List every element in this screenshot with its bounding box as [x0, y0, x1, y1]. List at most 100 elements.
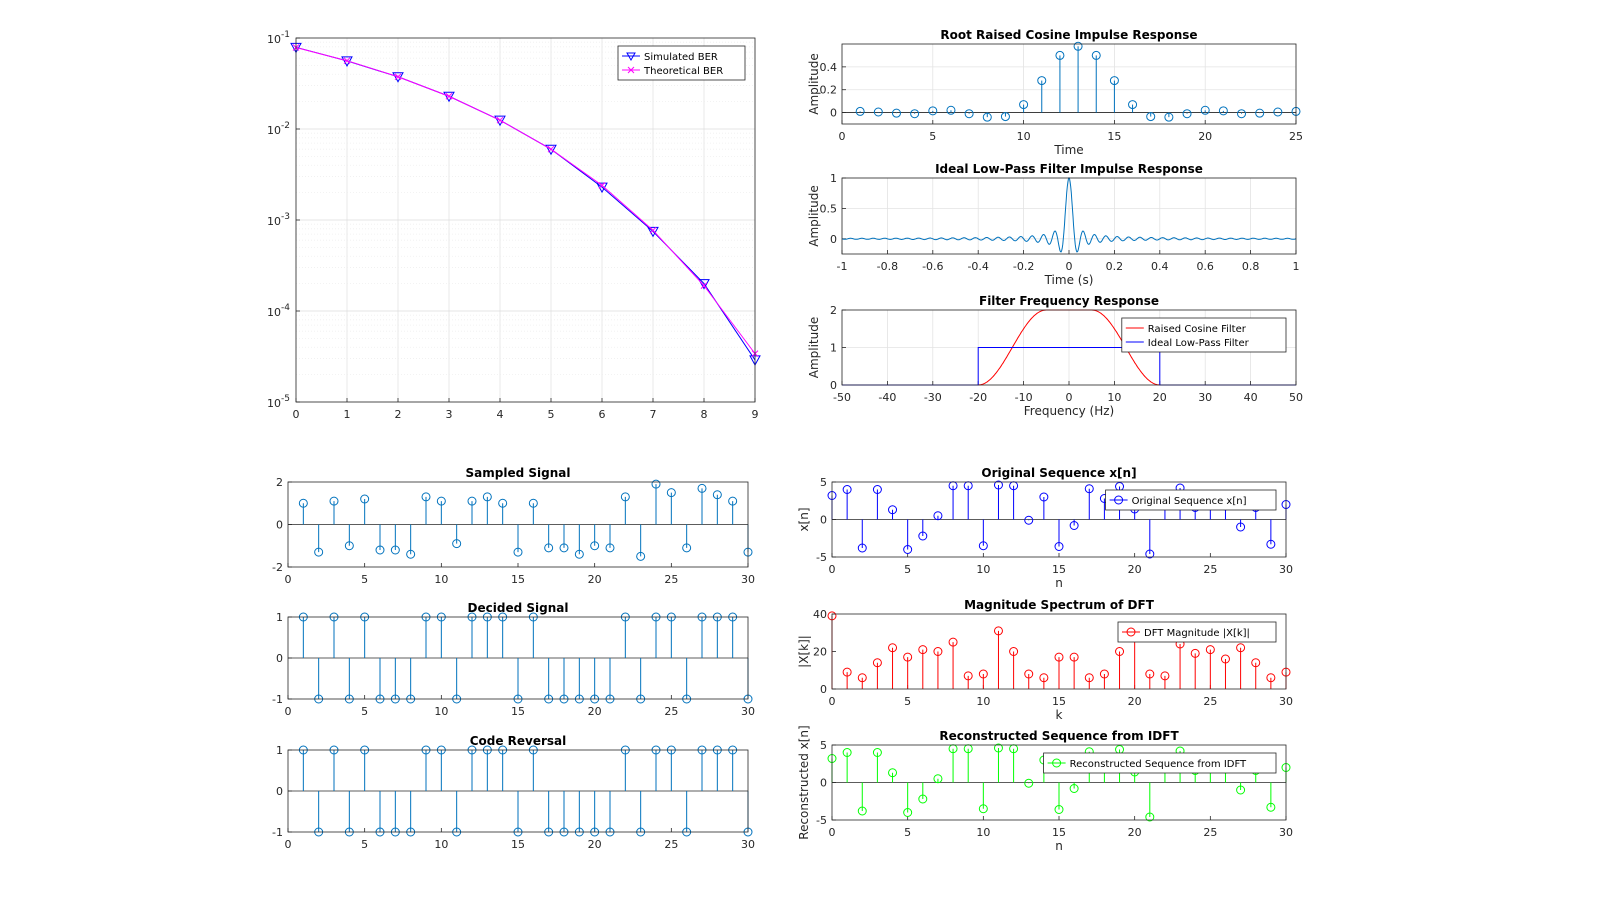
chart-ber: 0 1 2 3 4 5 6 7 8 9 10-5 10-4 10-3 10-2 10-1 Simulated … [267, 30, 761, 421]
y-axis-label: Reconstructed x[n] [797, 725, 811, 839]
x-tick-label: 0 [285, 573, 292, 586]
x-tick-label: 15 [1052, 695, 1066, 708]
y-axis-label: Amplitude [807, 53, 821, 115]
y-tick-label: 0.4 [820, 61, 838, 74]
y-tick-label: -1 [272, 693, 283, 706]
chart-title: Reconstructed Sequence from IDFT [939, 729, 1179, 743]
y-tick-label: 0 [276, 519, 283, 532]
chart-title: Code Reversal [470, 734, 567, 748]
stem-marker [1054, 542, 1064, 551]
chart-dft: 0 5 10 15 20 25 30 0 20 40 DFT Magnitude |X[k]| Mag… [797, 598, 1293, 722]
y-tick-label: 2 [276, 476, 283, 489]
stem-marker [1128, 100, 1138, 110]
x-tick-label: 10 [434, 573, 448, 586]
stem-marker [559, 543, 569, 553]
stem-marker [1218, 106, 1228, 116]
x-tick-label: 0 [829, 826, 836, 839]
stem-marker [982, 112, 992, 122]
stem-marker [1039, 492, 1049, 502]
x-tick-label: -50 [833, 391, 851, 404]
stem-marker [1237, 109, 1247, 119]
stem-marker [1084, 673, 1094, 683]
x-tick-label: 0 [829, 695, 836, 708]
x-tick-label: -30 [924, 391, 942, 404]
stem-marker [620, 492, 630, 502]
data-point [545, 144, 557, 156]
y-tick-label: 1 [276, 611, 283, 624]
y-tick-label: 10-3 [267, 212, 290, 228]
axes-box [841, 43, 1297, 125]
x-tick-label: 5 [361, 573, 368, 586]
x-tick-label: 10 [1107, 391, 1121, 404]
chart-title: Root Raised Cosine Impulse Response [940, 28, 1197, 42]
x-tick-label: 0 [1066, 260, 1073, 273]
x-tick-label: 30 [741, 705, 755, 718]
stem-marker [842, 485, 852, 494]
stem-marker [1084, 484, 1094, 494]
x-tick-label: 20 [588, 705, 602, 718]
x-tick-label: 20 [1128, 826, 1142, 839]
axes-box [841, 309, 1297, 386]
x-tick-label: 0 [285, 838, 292, 851]
y-tick-label: 2 [830, 304, 837, 317]
y-tick-label: -1 [272, 826, 283, 839]
y-tick-label: 0 [276, 652, 283, 665]
stem-marker [993, 743, 1003, 753]
stem-marker [651, 479, 661, 489]
x-tick-label: -10 [1015, 391, 1033, 404]
stem-marker [666, 488, 676, 498]
stem-marker [888, 505, 898, 515]
stem-marker [842, 748, 852, 757]
x-axis-label: n [1055, 839, 1063, 853]
x-tick-label: 50 [1289, 391, 1303, 404]
stem-marker [903, 545, 913, 554]
x-tick-label: 25 [664, 573, 678, 586]
axes-box [295, 37, 756, 403]
stem-marker [963, 671, 973, 681]
x-tick-label: 15 [511, 838, 525, 851]
x-tick-label: 15 [511, 705, 525, 718]
stem-marker [421, 492, 431, 502]
stem-marker [605, 543, 615, 553]
axes-box [287, 616, 749, 700]
y-tick-label: 0 [820, 514, 827, 527]
x-tick-label: 0 [839, 130, 846, 143]
stem-marker [1009, 647, 1019, 656]
stem-marker [1236, 522, 1246, 532]
stem-marker [1146, 112, 1156, 122]
x-tick-label: 0.2 [1106, 260, 1124, 273]
y-tick-label: 5 [820, 739, 827, 752]
stem-marker [467, 496, 477, 506]
y-axis-label: Amplitude [807, 317, 821, 379]
data-point [698, 279, 710, 290]
stem-marker [1054, 652, 1064, 662]
x-tick-label: 30 [741, 838, 755, 851]
legend-box [1121, 317, 1287, 353]
legend-box [1043, 752, 1277, 774]
x-tick-label: 15 [1107, 130, 1121, 143]
stem-marker [978, 541, 988, 551]
y-tick-label: 0 [276, 785, 283, 798]
data-point [496, 116, 504, 124]
y-axis-label: Amplitude [807, 185, 821, 247]
x-tick-label: 25 [1203, 563, 1217, 576]
stem-marker [574, 549, 584, 559]
data-point [598, 182, 606, 189]
legend-label: Theoretical BER [643, 66, 723, 77]
stem-marker [728, 496, 738, 506]
x-tick-label: -0.2 [1013, 260, 1034, 273]
x-tick-label: 15 [1052, 826, 1066, 839]
x-tick-label: -1 [837, 260, 848, 273]
stem-marker [1145, 812, 1155, 822]
stem-marker [918, 531, 928, 541]
legend-marker [627, 66, 635, 74]
stem-marker [1255, 108, 1265, 118]
x-tick-label: 20 [1153, 391, 1167, 404]
y-tick-label: 0.5 [820, 202, 838, 215]
data-point [700, 282, 708, 289]
x-tick-label: 1 [344, 408, 351, 421]
stem-marker [1115, 647, 1125, 656]
